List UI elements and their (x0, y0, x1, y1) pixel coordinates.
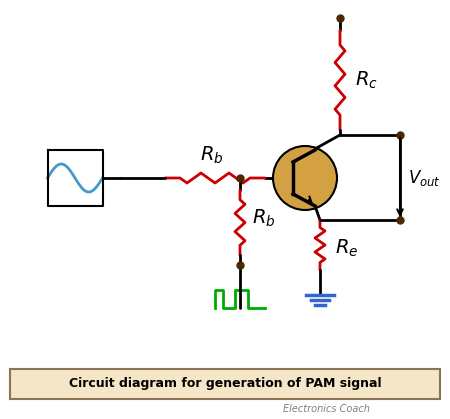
Text: $R_b$: $R_b$ (200, 145, 224, 166)
Text: $R_e$: $R_e$ (335, 237, 358, 259)
Text: Electronics Coach: Electronics Coach (283, 404, 370, 414)
FancyBboxPatch shape (10, 369, 440, 399)
Circle shape (273, 146, 337, 210)
Text: $R_b$: $R_b$ (252, 207, 275, 229)
Text: $V_{out}$: $V_{out}$ (408, 168, 441, 188)
Text: $R_c$: $R_c$ (355, 70, 378, 91)
Text: Circuit diagram for generation of PAM signal: Circuit diagram for generation of PAM si… (69, 378, 381, 391)
